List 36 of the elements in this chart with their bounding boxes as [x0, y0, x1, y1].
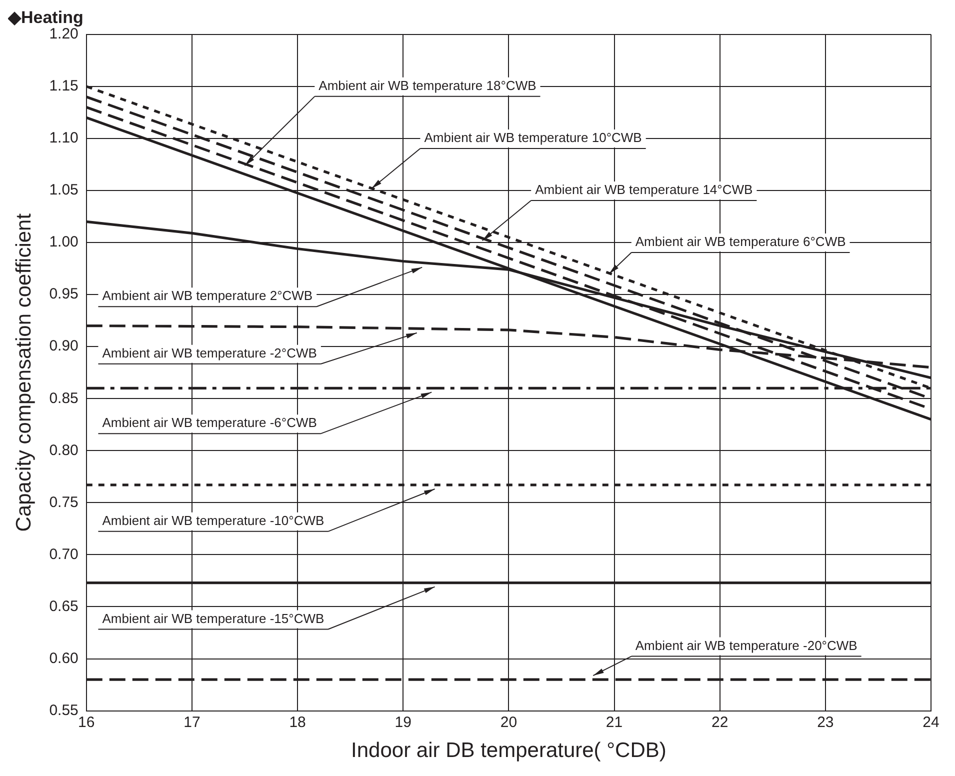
- y-tick-label: 1.20: [49, 26, 78, 43]
- x-tick-label: 19: [394, 714, 412, 731]
- x-tick-label: 17: [184, 714, 200, 731]
- annotation: Ambient air WB temperature -20°CWB: [635, 638, 858, 653]
- annotation: Ambient air WB temperature 14°CWB: [535, 182, 753, 198]
- y-tick-label: 0.65: [49, 598, 78, 615]
- y-tick-label: 0.85: [49, 390, 78, 407]
- annotation: Ambient air WB temperature 2°CWB: [102, 288, 313, 304]
- y-tick-label: 1.10: [49, 130, 78, 147]
- y-tick-label: 0.60: [49, 650, 78, 667]
- x-tick-label: 16: [78, 714, 95, 731]
- x-tick-label: 22: [712, 714, 728, 731]
- annotation: Ambient air WB temperature 18°CWB: [318, 78, 536, 94]
- annotation: Ambient air WB temperature 10°CWB: [424, 130, 642, 146]
- y-tick-label: 0.70: [49, 546, 78, 563]
- x-tick-label: 18: [289, 714, 306, 731]
- y-tick-label: 1.05: [49, 182, 78, 199]
- y-tick-label: 0.55: [49, 702, 78, 719]
- y-tick-label: 0.95: [49, 286, 78, 303]
- x-tick-label: 24: [922, 714, 940, 731]
- y-axis-title: Capacity compensation coefficient: [12, 213, 36, 532]
- y-tick-label: 0.90: [49, 338, 78, 355]
- annotation: Ambient air WB temperature -10°CWB: [102, 512, 324, 528]
- y-tick-label: 1.15: [49, 78, 78, 95]
- annotation: Ambient air WB temperature -2°CWB: [102, 345, 317, 360]
- y-tick-label: 0.75: [49, 494, 78, 511]
- annotation: Ambient air WB temperature -6°CWB: [102, 415, 317, 430]
- x-tick-label: 21: [606, 714, 623, 731]
- y-tick-label: 1.00: [49, 234, 78, 251]
- annotation: Ambient air WB temperature 6°CWB: [635, 234, 846, 250]
- y-tick-label: 0.80: [49, 442, 78, 459]
- x-axis-title: Indoor air DB temperature( °CDB): [351, 739, 666, 762]
- x-tick-label: 20: [500, 714, 518, 731]
- chart-title: ◆Heating: [7, 8, 84, 27]
- annotation: Ambient air WB temperature -15°CWB: [102, 610, 324, 626]
- x-tick-label: 23: [817, 714, 834, 731]
